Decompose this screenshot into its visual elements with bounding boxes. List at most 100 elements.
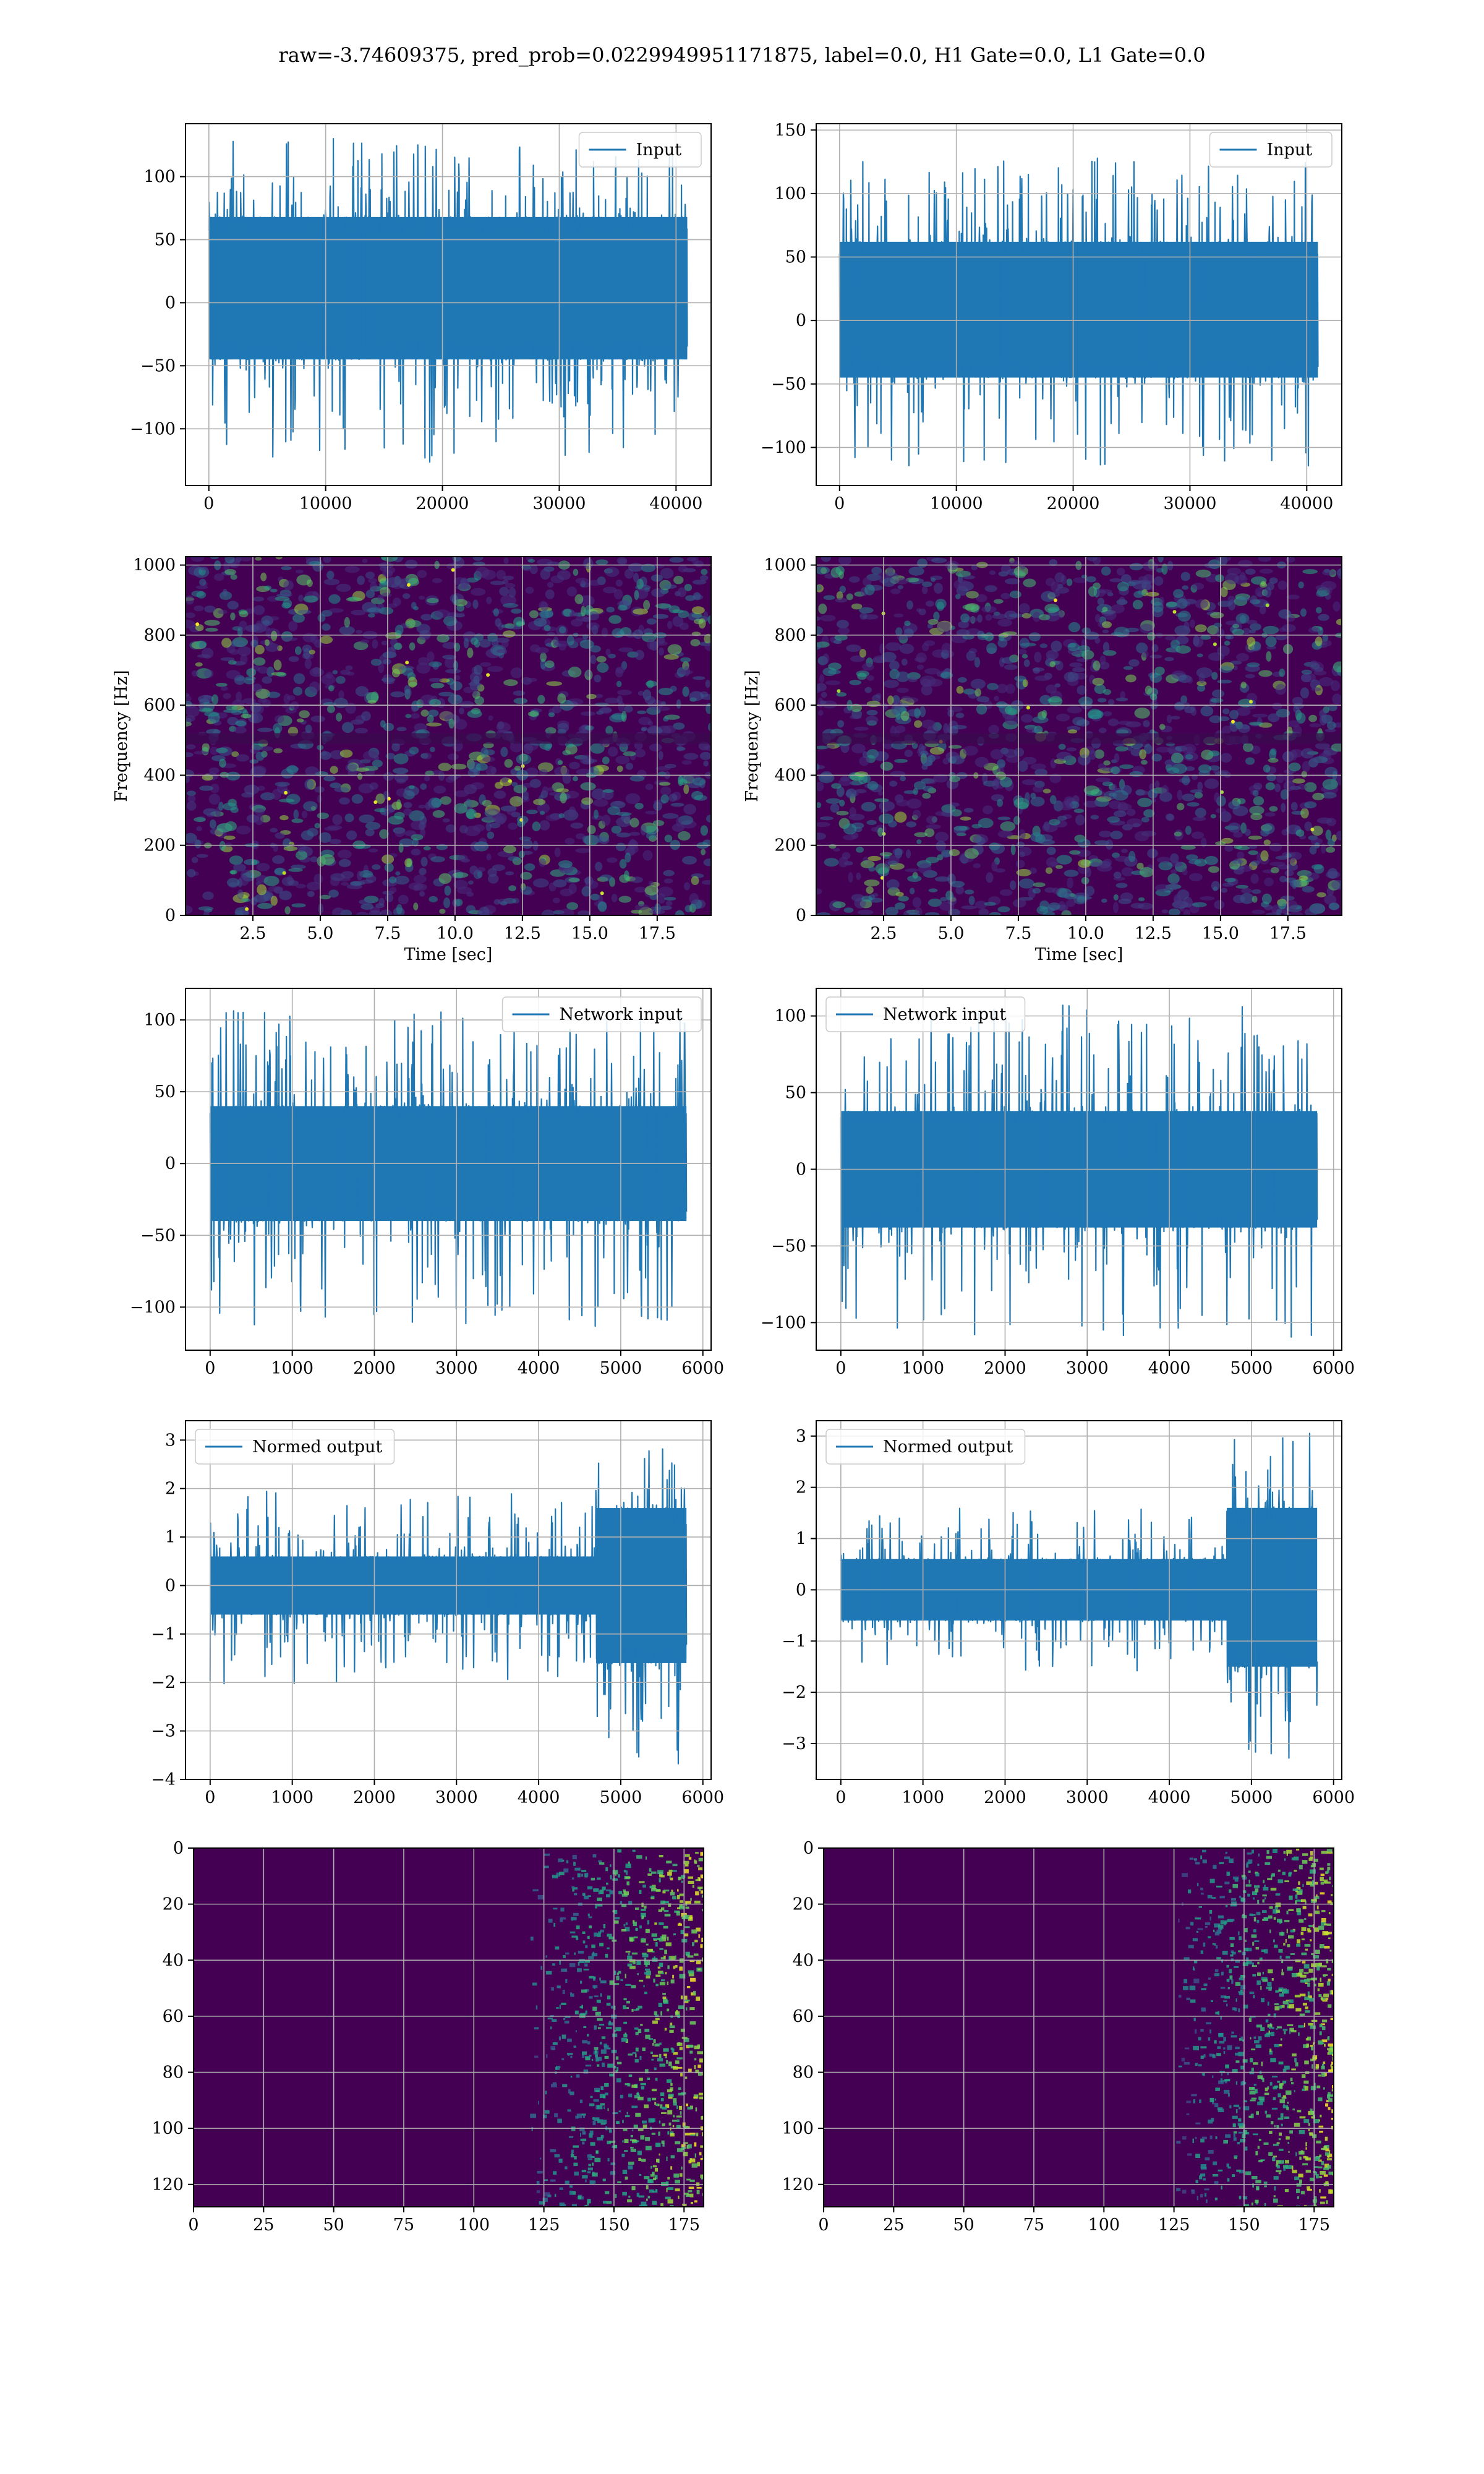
activation-cell bbox=[628, 1901, 633, 1905]
y-tick-label: 100 bbox=[143, 1011, 176, 1030]
spectrogram-cell bbox=[463, 638, 469, 649]
spectrogram-cell bbox=[548, 882, 556, 892]
spectrogram-cell bbox=[858, 909, 874, 915]
spectrogram-cell bbox=[895, 725, 906, 734]
activation-cell bbox=[694, 2045, 700, 2050]
activation-cell bbox=[1264, 1885, 1266, 1887]
spectrogram-cell bbox=[1072, 717, 1086, 726]
spectrogram-cell bbox=[292, 687, 303, 696]
spectrogram-cell bbox=[917, 558, 927, 568]
activation-cell bbox=[1318, 2074, 1321, 2077]
spectrogram-hotspot bbox=[1310, 828, 1315, 832]
spectrogram-cell bbox=[1181, 743, 1196, 755]
y-axis-label: Frequency [Hz] bbox=[743, 670, 762, 802]
spectrogram-cell bbox=[338, 858, 351, 867]
activation-cell bbox=[673, 2066, 678, 2070]
spectrogram-cell bbox=[420, 828, 426, 837]
spectrogram-cell bbox=[328, 608, 344, 613]
spectrogram-cell bbox=[429, 677, 442, 682]
activation-cell bbox=[574, 1952, 576, 1955]
activation-cell bbox=[673, 2115, 675, 2118]
activation-cell bbox=[1327, 2048, 1333, 2050]
spectrogram-cell bbox=[405, 714, 412, 719]
activation-cell bbox=[631, 1985, 633, 1988]
spectrogram-cell bbox=[513, 690, 526, 696]
activation-cell bbox=[689, 1959, 695, 1963]
spectrogram-cell bbox=[526, 809, 538, 815]
spectrogram-cell bbox=[236, 691, 242, 702]
activation-cell bbox=[587, 2034, 589, 2037]
activation-cell bbox=[628, 2195, 631, 2198]
spectrogram-cell bbox=[897, 687, 909, 693]
activation-cell bbox=[605, 2191, 610, 2194]
spectrogram-cell bbox=[204, 606, 216, 613]
activation-cell bbox=[554, 2194, 556, 2197]
spectrogram-cell bbox=[379, 829, 389, 839]
activation-cell bbox=[1268, 2031, 1270, 2034]
y-tick-label: 3 bbox=[796, 1427, 806, 1446]
spectrogram-cell bbox=[209, 767, 220, 774]
activation-cell bbox=[600, 1993, 602, 1997]
activation-cell bbox=[632, 1849, 636, 1852]
spectrogram-cell bbox=[590, 894, 600, 901]
activation-cell bbox=[627, 1955, 633, 1960]
spectrogram-cell bbox=[678, 610, 689, 618]
activation-cell bbox=[694, 2058, 697, 2061]
activation-cell bbox=[651, 1933, 657, 1937]
activation-cell bbox=[663, 1998, 668, 2003]
spectrogram-cell bbox=[508, 823, 518, 830]
spectrogram-cell bbox=[1301, 669, 1312, 675]
spectrogram-cell bbox=[978, 908, 989, 915]
spectrogram-cell bbox=[317, 812, 329, 820]
spectrogram-cell bbox=[591, 788, 606, 800]
spectrogram-cell bbox=[459, 701, 474, 708]
activation-cell bbox=[1277, 2093, 1281, 2098]
spectrogram-cell bbox=[1308, 627, 1321, 633]
activation-cell bbox=[632, 2139, 637, 2142]
spectrogram-cell bbox=[1020, 714, 1033, 723]
spectrogram-cell bbox=[286, 764, 298, 774]
spectrogram-cell bbox=[634, 649, 644, 661]
spectrogram-cell bbox=[186, 744, 196, 750]
activation-cell bbox=[1218, 2032, 1224, 2037]
spectrogram-cell bbox=[1224, 845, 1234, 852]
spectrogram-cell bbox=[328, 839, 342, 844]
spectrogram-cell bbox=[560, 909, 574, 915]
activation-cell bbox=[649, 1885, 655, 1889]
spectrogram-cell bbox=[868, 855, 881, 862]
spectrogram-cell bbox=[701, 849, 706, 855]
activation-cell bbox=[607, 2141, 612, 2144]
activation-cell bbox=[1304, 2060, 1309, 2065]
activation-cell bbox=[568, 2136, 574, 2138]
spectrogram-cell bbox=[1084, 886, 1095, 896]
activation-cell bbox=[1250, 2113, 1254, 2118]
spectrogram-cell bbox=[1234, 845, 1242, 849]
activation-cell bbox=[639, 1979, 644, 1982]
activation-cell bbox=[628, 2165, 633, 2170]
spectrogram-cell bbox=[703, 858, 711, 867]
activation-cell bbox=[678, 2005, 684, 2009]
activation-cell bbox=[591, 1944, 595, 1948]
activation-cell bbox=[700, 2145, 704, 2148]
activation-cell bbox=[1262, 1919, 1264, 1921]
spectrogram-cell bbox=[1196, 680, 1207, 687]
spectrogram-cell bbox=[1263, 839, 1271, 845]
spectrogram-cell bbox=[226, 878, 240, 888]
activation-cell bbox=[662, 1937, 667, 1941]
spectrogram-cell bbox=[240, 654, 248, 665]
spectrogram-cell bbox=[514, 766, 521, 771]
spectrogram-cell bbox=[1048, 819, 1060, 826]
spectrogram-cell bbox=[192, 670, 198, 677]
activation-cell bbox=[689, 2193, 694, 2198]
spectrogram-cell bbox=[683, 803, 696, 815]
activation-cell bbox=[1256, 2024, 1263, 2028]
spectrogram-cell bbox=[937, 621, 952, 633]
spectrogram-cell bbox=[1038, 614, 1051, 620]
spectrogram-cell bbox=[1017, 649, 1027, 655]
spectrogram-cell bbox=[1252, 889, 1261, 894]
spectrogram-cell bbox=[924, 828, 935, 837]
spectrogram-cell bbox=[453, 661, 458, 671]
spectrogram-cell bbox=[1249, 630, 1256, 634]
spectrogram-cell bbox=[581, 711, 595, 716]
spectrogram-cell bbox=[194, 751, 208, 755]
